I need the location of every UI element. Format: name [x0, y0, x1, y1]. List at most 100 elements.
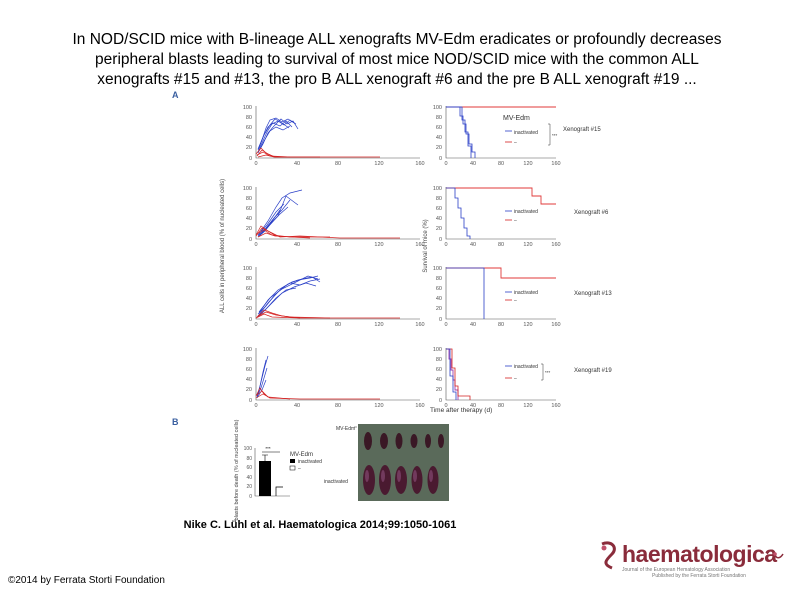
xtick: 160: [415, 403, 424, 409]
ytick: 80: [436, 196, 442, 202]
ytick: 40: [246, 377, 252, 383]
xtick: 0: [444, 161, 447, 167]
xtick: 160: [415, 322, 424, 328]
xtick: 80: [498, 322, 504, 328]
xenograft-label-4: Xenograft #19: [574, 368, 612, 374]
logo-tagline-2: Published by the Ferrata Storti Foundati…: [652, 573, 746, 579]
ytick: 100: [243, 186, 252, 192]
legend-dash: –: [514, 298, 517, 304]
ytick: 60: [246, 125, 252, 131]
ytick: 80: [246, 115, 252, 121]
xlabel: Time after therapy (d): [430, 407, 492, 414]
ytick: 40: [246, 475, 252, 481]
xtick: 0: [254, 242, 257, 248]
panel-b-legend-dash: –: [298, 466, 301, 472]
ytick: 60: [436, 206, 442, 212]
ytick: 40: [246, 216, 252, 222]
logo-word: haematologica: [622, 541, 777, 567]
xtick: 80: [335, 161, 341, 167]
ytick: 100: [433, 266, 442, 272]
panel-b-photo: MV-Edm inactivated: [324, 424, 449, 501]
photo-bottom-label: inactivated: [324, 479, 348, 485]
xtick: 120: [374, 242, 383, 248]
xtick: 80: [335, 242, 341, 248]
ytick: 100: [243, 266, 252, 272]
xenograft-label-2: Xenograft #6: [574, 210, 609, 216]
ytick: 80: [246, 276, 252, 282]
ytick: 0: [249, 237, 252, 243]
ytick: 20: [436, 387, 442, 393]
panel-a-label: A: [172, 90, 179, 100]
ytick: 0: [249, 317, 252, 323]
xtick: 160: [551, 322, 560, 328]
sig-label: ***: [552, 133, 558, 138]
survival-plot-1: 100 80 60 40 20 0 0 40 80 120 160 MV-Edm…: [433, 105, 602, 167]
xtick: 80: [498, 161, 504, 167]
panel-b-ylabel: blasts before death (% of nucleated cell…: [234, 419, 240, 520]
legend-swatch-mv: [289, 465, 296, 471]
slide-title: In NOD/SCID mice with B-lineage ALL xeno…: [20, 30, 774, 90]
logo-tagline-1: Journal of the European Hematology Assoc…: [622, 567, 731, 573]
left-plot-2: 100 80 60 40 20 0 0 40 80 120 160: [243, 186, 425, 248]
ytick: 0: [439, 237, 442, 243]
ytick: 20: [246, 145, 252, 151]
xtick: 40: [470, 161, 476, 167]
xtick: 0: [254, 161, 257, 167]
title-line-1: In NOD/SCID mice with B-lineage ALL xeno…: [72, 31, 722, 48]
xtick: 40: [294, 161, 300, 167]
ytick: 20: [436, 306, 442, 312]
ytick: 60: [246, 206, 252, 212]
sig-label: ***: [545, 370, 551, 375]
xtick: 80: [335, 322, 341, 328]
sig-label: ***: [265, 446, 271, 451]
panel-b-bar-chart: blasts before death (% of nucleated cell…: [234, 419, 322, 520]
survival-plot-2: 100 80 60 40 20 0 0 40 80 120 160 inacti…: [433, 186, 609, 248]
xtick: 40: [470, 242, 476, 248]
legend-inact: inactivated: [514, 209, 538, 215]
ytick: 100: [244, 446, 253, 452]
xenograft-label-3: Xenograft #13: [574, 291, 612, 297]
legend-inact: inactivated: [514, 130, 538, 136]
ytick: 60: [436, 367, 442, 373]
ytick: 80: [436, 115, 442, 121]
logo-ornament-icon: [766, 549, 784, 559]
ytick: 100: [243, 347, 252, 353]
xtick: 80: [498, 242, 504, 248]
xtick: 0: [444, 403, 447, 409]
photo-top-label: MV-Edm: [336, 426, 355, 432]
panel-b-legend-inact: inactivated: [298, 459, 322, 465]
xtick: 40: [294, 242, 300, 248]
xtick: 0: [444, 242, 447, 248]
panel-b-legend-title: MV-Edm: [290, 452, 313, 458]
legend-dash: –: [514, 376, 517, 382]
panel-b-label: B: [172, 417, 179, 427]
xtick: 80: [498, 403, 504, 409]
ytick: 100: [433, 347, 442, 353]
ytick: 60: [246, 286, 252, 292]
ytick: 20: [246, 306, 252, 312]
ytick: 20: [246, 484, 252, 490]
ytick: 40: [246, 135, 252, 141]
ytick: 0: [439, 317, 442, 323]
xtick: 80: [335, 403, 341, 409]
left-plot-4: 100 80 60 40 20 0 0 40 80 120 160: [243, 347, 425, 409]
ytick: 100: [243, 105, 252, 111]
ytick: 80: [436, 276, 442, 282]
ytick: 40: [246, 296, 252, 302]
bar-inactivated: [259, 461, 271, 496]
ytick: 40: [436, 296, 442, 302]
xtick: 40: [470, 403, 476, 409]
ytick: 20: [246, 387, 252, 393]
logo-mark-icon: [601, 541, 616, 570]
ytick: 60: [246, 367, 252, 373]
ytick: 0: [249, 494, 252, 500]
xtick: 120: [523, 161, 532, 167]
ytick: 0: [439, 398, 442, 404]
ytick: 0: [249, 156, 252, 162]
left-plot-3: 100 80 60 40 20 0 0 40 80 120 160: [243, 266, 425, 328]
legend-inact: inactivated: [514, 290, 538, 296]
copyright: ©2014 by Ferrata Storti Foundation: [8, 575, 165, 586]
ytick: 60: [436, 286, 442, 292]
xtick: 40: [294, 322, 300, 328]
legend-mv: MV-Edm: [503, 115, 530, 122]
